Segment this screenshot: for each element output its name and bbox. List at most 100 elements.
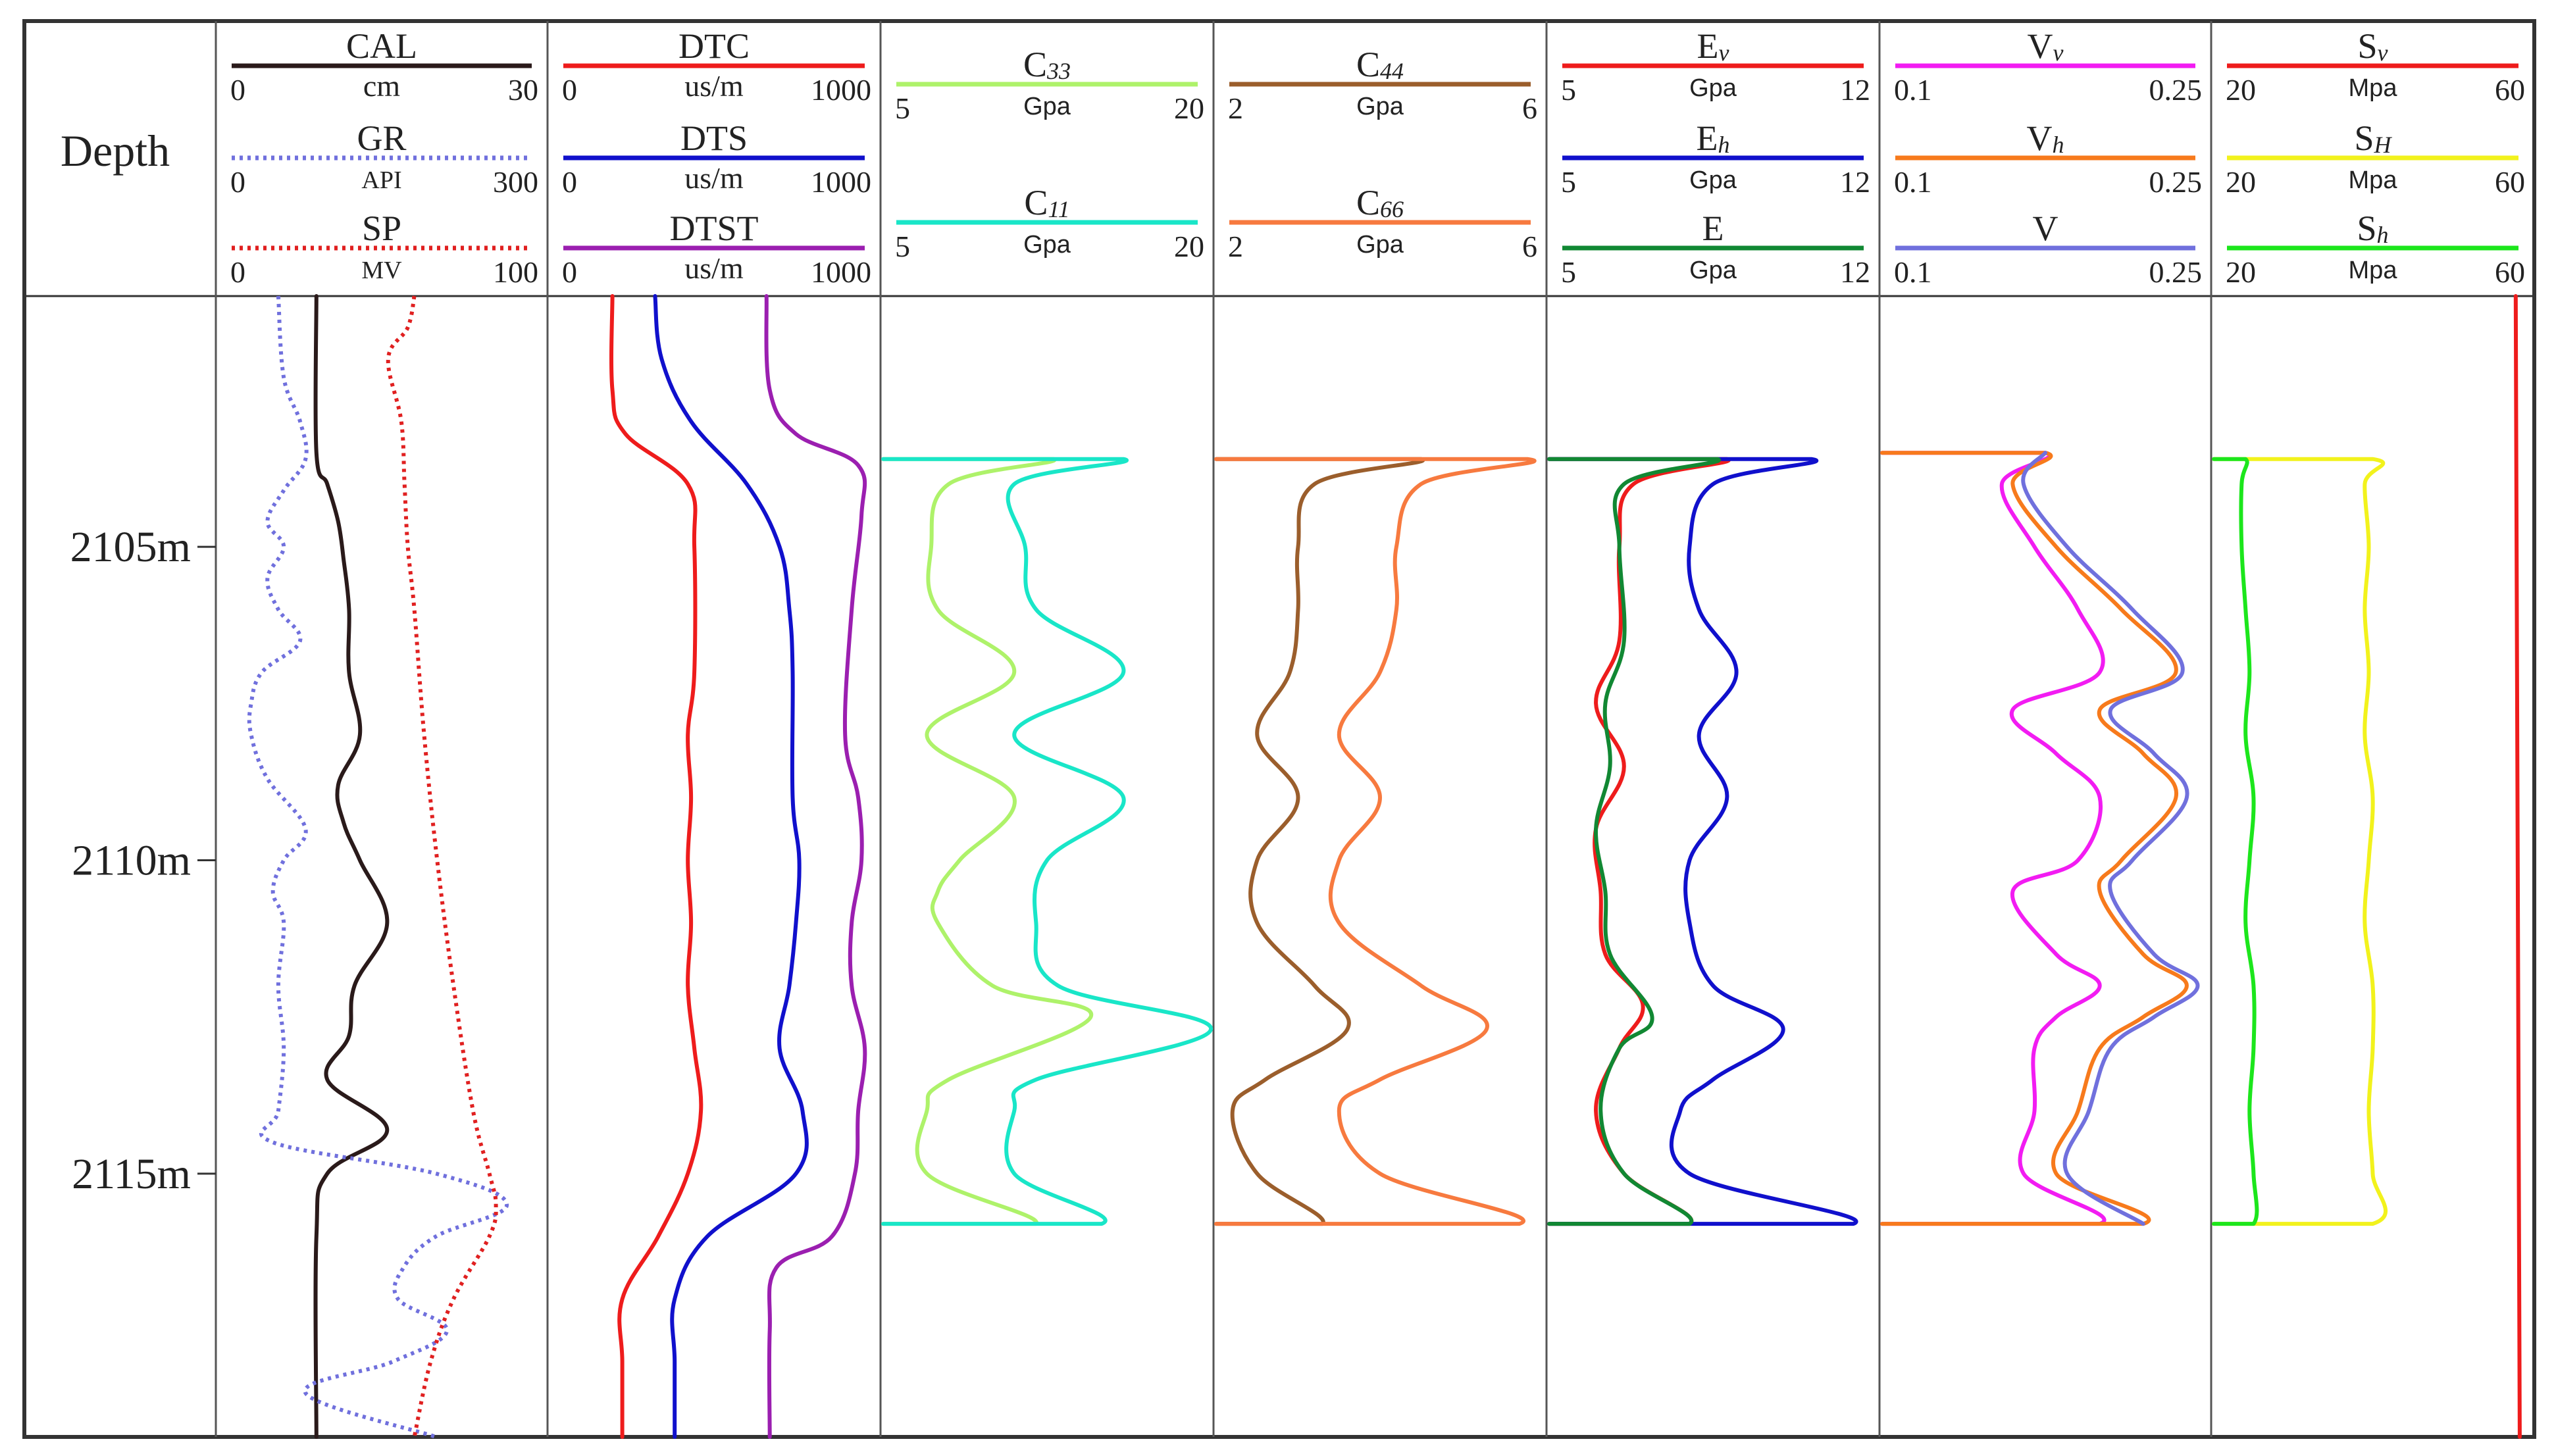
legend-name: Sv [2357,26,2388,66]
track-header-track1: CAL 0 30 cm GR 0 300 API SP 0 100 MV [230,26,538,289]
legend-min: 20 [2226,165,2256,199]
legend-name: Sh [2357,209,2388,248]
legend-max: 100 [493,255,538,289]
legend-min: 2 [1228,230,1243,263]
curve-gr [247,295,509,1439]
legend-name: C66 [1356,183,1404,222]
legend-name: DTC [678,26,750,66]
curve-v [2021,451,2200,1226]
legend-name: Vh [2027,118,2064,158]
legend-max: 0.25 [2149,255,2203,289]
curve-c44 [1214,457,1425,1226]
track-header-track6: Vv 0.1 0.25 Vh 0.1 0.25 V 0.1 0.25 [1894,26,2202,289]
legend-min: 5 [895,230,910,263]
frame [22,19,2536,1439]
legend-min: 0.1 [1894,73,1932,107]
legend-max: 6 [1522,230,1537,263]
legend-max: 0.25 [2149,73,2203,107]
legend-min: 5 [1561,73,1576,107]
curve-c66 [1214,457,1537,1226]
curve-dts [653,294,809,1439]
depth-axis: Depth 2105m 2110m 2115m [61,126,216,1198]
legend-unit: Mpa [2349,166,2398,194]
legend-name: SP [362,209,401,248]
legend-min: 5 [1561,165,1576,199]
legend-name: C44 [1356,45,1404,84]
legend-unit: Gpa [1689,74,1737,102]
curve-e [1547,457,1722,1226]
curve-c11 [881,457,1213,1226]
track-header-track4: C44 2 6 Gpa C66 2 6 Gpa [1228,45,1537,263]
legend-unit: Mpa [2349,257,2398,284]
legend-max: 300 [493,165,538,199]
legend-name: Eh [1697,118,1730,158]
track-header-track7: Sv 20 60 Mpa SH 20 60 Mpa Sh 20 60 Mpa [2226,26,2525,289]
legend-unit: Gpa [1356,231,1404,259]
curve-dtc [609,294,703,1439]
legend-min: 5 [1561,255,1576,289]
legend-min: 0 [230,165,245,199]
legend-unit: us/m [684,251,744,285]
curve-c33 [881,457,1094,1226]
legend-max: 12 [1840,255,1870,289]
track-header-track3: C33 5 20 Gpa C11 5 20 Gpa [895,45,1204,263]
legend-min: 0 [230,73,245,107]
legend-unit: us/m [684,161,744,195]
curve-sp [386,295,498,1438]
legend-max: 6 [1522,91,1537,125]
legend-min: 0 [230,255,245,289]
curve-vh [1880,451,2189,1226]
legend-name: V [2033,209,2058,248]
depth-tick-label: 2105m [70,523,191,571]
depth-tick-label: 2115m [72,1150,191,1198]
outer-border [22,19,2536,1439]
curve-sh [2212,457,2259,1226]
legend-min: 5 [895,91,910,125]
legend-min: 0.1 [1894,255,1932,289]
curve-vv [1880,451,2107,1226]
legend-max: 20 [1174,91,1204,125]
legend-name: DTS [680,118,748,158]
legend-unit: Gpa [1689,257,1737,284]
legend-min: 20 [2226,73,2256,107]
legend-max: 1000 [811,73,871,107]
legend-max: 1000 [811,255,871,289]
legend-name: CAL [346,26,417,66]
legend-max: 60 [2495,165,2525,199]
curve-eh [1547,457,1858,1226]
legend-max: 60 [2495,73,2525,107]
legend-max: 0.25 [2149,165,2203,199]
legend-unit: Mpa [2349,74,2398,102]
legend-min: 2 [1228,91,1243,125]
curve-dtst [764,294,867,1439]
depth-header: Depth [61,126,170,176]
legend-name: Vv [2028,26,2064,66]
curve-sh [2212,457,2388,1226]
curve-cal [313,294,390,1439]
legend-unit: Gpa [1689,166,1737,194]
legend-name: DTST [670,209,759,248]
legend-unit: Gpa [1356,93,1404,120]
legend-unit: Gpa [1023,231,1071,259]
legend-unit: MV [361,257,402,284]
curves [247,294,2522,1439]
legend-name: SH [2354,118,2392,158]
legend-name: Ev [1697,26,1729,66]
legend-unit: cm [363,69,400,103]
legend-min: 0 [562,165,577,199]
legend-name: C11 [1024,183,1069,222]
legend-name: C33 [1023,45,1071,84]
legend-min: 20 [2226,255,2256,289]
legend-max: 30 [508,73,538,107]
legend-max: 12 [1840,73,1870,107]
legend-unit: us/m [684,69,744,103]
legend-max: 12 [1840,165,1870,199]
legend-min: 0.1 [1894,165,1932,199]
legend-min: 0 [562,255,577,289]
legend-name: GR [357,118,406,158]
curve-sv [2513,294,2522,1439]
